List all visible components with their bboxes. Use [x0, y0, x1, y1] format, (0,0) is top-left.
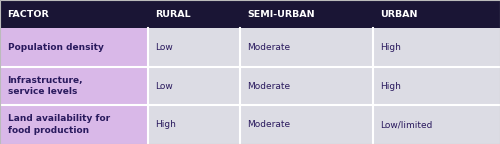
Bar [0, 105, 148, 144]
Text: High: High [155, 120, 176, 129]
Bar [148, 105, 240, 144]
Bar [372, 0, 500, 28]
Bar [372, 105, 500, 144]
Bar [148, 28, 240, 67]
Bar [240, 0, 372, 28]
Text: URBAN: URBAN [380, 10, 418, 19]
Bar [372, 67, 500, 105]
Bar [240, 67, 372, 105]
Text: Moderate: Moderate [248, 43, 290, 52]
Text: Infrastructure,
service levels: Infrastructure, service levels [8, 76, 83, 96]
Text: Low/limited: Low/limited [380, 120, 432, 129]
Bar [372, 28, 500, 67]
Text: Population density: Population density [8, 43, 104, 52]
Text: Land availability for
food production: Land availability for food production [8, 114, 110, 135]
Bar [0, 28, 148, 67]
Bar [240, 105, 372, 144]
Bar [0, 67, 148, 105]
Text: High: High [380, 82, 401, 91]
Text: High: High [380, 43, 401, 52]
Text: Low: Low [155, 43, 173, 52]
Bar [0, 0, 148, 28]
Text: SEMI-URBAN: SEMI-URBAN [248, 10, 315, 19]
Text: Low: Low [155, 82, 173, 91]
Text: RURAL: RURAL [155, 10, 190, 19]
Text: Moderate: Moderate [248, 120, 290, 129]
Bar [240, 28, 372, 67]
Text: FACTOR: FACTOR [8, 10, 49, 19]
Text: Moderate: Moderate [248, 82, 290, 91]
Bar [148, 0, 240, 28]
Bar [148, 67, 240, 105]
